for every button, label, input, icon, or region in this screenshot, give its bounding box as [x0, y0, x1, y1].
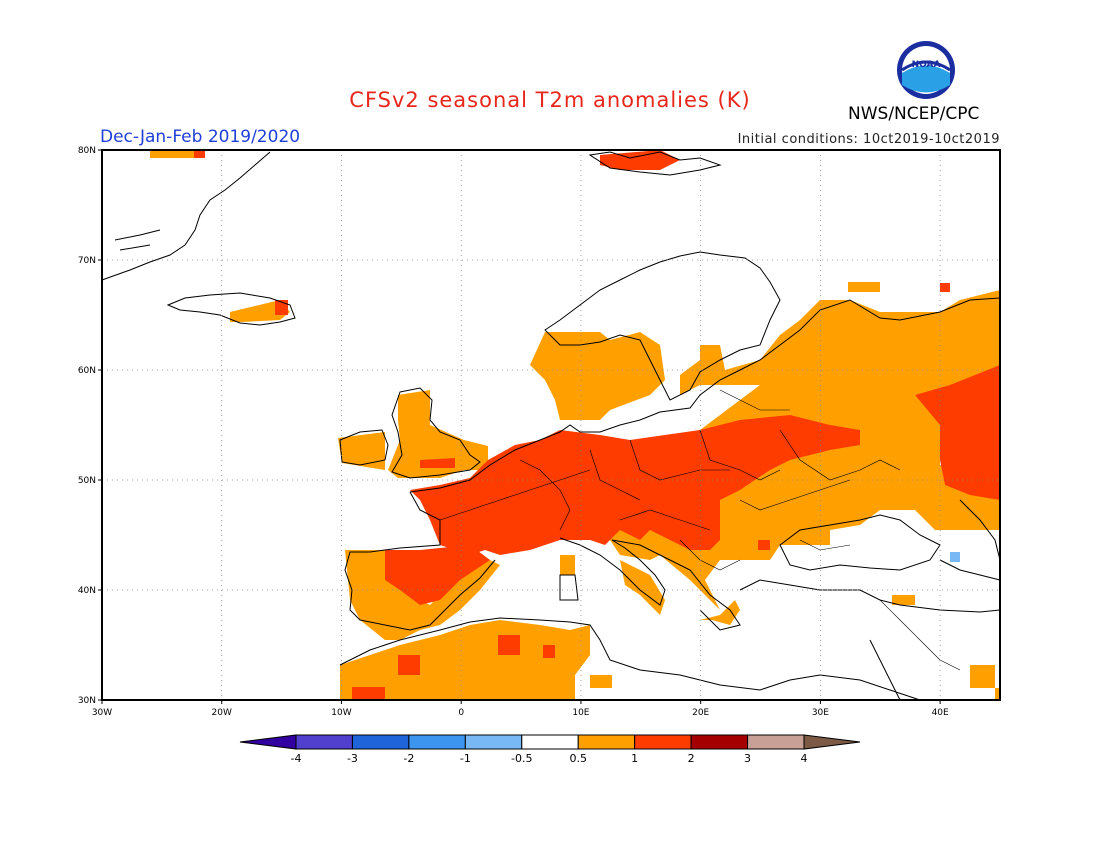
anomaly-fill-layer: [150, 150, 1000, 700]
anomaly-region-orange: [995, 688, 1000, 700]
colorbar-label: -3: [347, 752, 358, 765]
anomaly-region-orange: [338, 432, 385, 470]
colorbar-arrow-low: [239, 734, 297, 750]
colorbar-swatch: [747, 734, 805, 750]
iceland-coast: [166, 292, 296, 326]
colorbar-label: 2: [688, 752, 695, 765]
colorbar-swatch: [690, 734, 749, 750]
anomaly-region-orange: [970, 665, 995, 688]
lon-tick-label: 10W: [331, 708, 351, 718]
lat-tick-label: 80N: [78, 146, 96, 156]
anomaly-region-orange: [150, 150, 194, 158]
caspian-coast: [959, 499, 1001, 561]
colorbar-swatch: [634, 734, 692, 750]
colorbar-label: -4: [291, 752, 302, 765]
anomaly-region-red: [194, 150, 205, 158]
longitude-ticks: 30W 20W 10W 0 10E 20E 30E 40E: [92, 700, 949, 718]
colorbar-swatch: [577, 734, 636, 750]
lon-tick-label: 0: [458, 708, 464, 718]
colorbar-swatch: [521, 734, 579, 750]
colorbar-swatch: [351, 734, 410, 750]
anomaly-region-orange: [590, 675, 612, 688]
lat-tick-label: 40N: [78, 586, 96, 596]
colorbar-label: 0.5: [569, 752, 587, 765]
svalbard-coast: [588, 151, 722, 176]
anomaly-region-orange: [345, 550, 500, 640]
colorbar-label: 1: [631, 752, 638, 765]
colorbar-label: -1: [460, 752, 471, 765]
season-label: Dec-Jan-Feb 2019/2020: [100, 127, 301, 147]
anomaly-region-orange: [700, 600, 740, 625]
anomaly-region-red: [420, 458, 455, 468]
anomaly-region-red: [398, 655, 420, 675]
agency-label: NWS/NCEP/CPC: [848, 104, 980, 124]
anomaly-region-red: [352, 687, 385, 700]
initial-conditions-label: Initial conditions: 10ct2019-10ct2019: [737, 132, 1000, 147]
chart-title: CFSv2 seasonal T2m anomalies (K): [349, 88, 751, 112]
anomaly-region-red: [275, 300, 288, 315]
balkans-coast: [611, 539, 1001, 631]
anomaly-region-red: [758, 540, 770, 550]
map-frame: [101, 149, 1001, 701]
colorbar-swatch: [408, 734, 466, 750]
anomaly-region-orange: [620, 560, 665, 615]
greenland-coast: [101, 151, 271, 281]
lon-tick-label: 30W: [92, 708, 112, 718]
iberia-coast: [344, 491, 496, 631]
anomaly-region-orange: [848, 282, 880, 292]
lon-tick-label: 30E: [812, 708, 829, 718]
anomaly-region-orange: [388, 390, 488, 478]
anomaly-region-red: [543, 645, 555, 658]
colorbar-label: 4: [801, 752, 808, 765]
lat-tick-label: 70N: [78, 256, 96, 266]
anomaly-region-red: [940, 283, 950, 292]
middle-east-coast: [869, 559, 1001, 701]
lon-tick-label: 10E: [572, 708, 589, 718]
latitude-ticks: 80N 70N 60N 50N 40N 30N: [78, 146, 102, 706]
colorbar-label: 3: [744, 752, 751, 765]
colorbar: -4 -3 -2 -1 -0.5 0.5 1 2 3 4: [239, 734, 861, 765]
colorbar-swatch: [295, 734, 353, 750]
noaa-logo-icon: NOAA: [897, 41, 955, 99]
lon-tick-label: 20W: [212, 708, 232, 718]
colorbar-label: -2: [403, 752, 414, 765]
lat-tick-label: 30N: [78, 696, 96, 706]
lon-tick-label: 20E: [692, 708, 709, 718]
north-africa-coast: [339, 617, 921, 701]
anomaly-region-orange: [892, 595, 915, 605]
anomaly-region-orange: [530, 332, 665, 420]
italy-coast: [559, 537, 666, 606]
anomaly-region-lightblue: [950, 552, 960, 562]
colorbar-swatch: [464, 734, 523, 750]
lat-tick-label: 50N: [78, 476, 96, 486]
anomaly-region-orange: [340, 620, 590, 700]
anomaly-region-orange: [560, 555, 575, 575]
colorbar-arrow-high: [803, 734, 861, 750]
lat-tick-label: 60N: [78, 366, 96, 376]
anomaly-region-red: [385, 545, 490, 605]
noaa-logo-text: NOAA: [912, 60, 941, 70]
anomaly-region-red: [498, 635, 520, 655]
europe-mainland-coast: [409, 251, 1001, 493]
anomaly-region-red: [915, 365, 1000, 500]
anomaly-region-red: [410, 415, 860, 555]
coastline-layer: [101, 151, 1001, 701]
british-isles-coast: [339, 387, 481, 479]
lon-tick-label: 40E: [932, 708, 949, 718]
colorbar-label: -0.5: [511, 752, 532, 765]
